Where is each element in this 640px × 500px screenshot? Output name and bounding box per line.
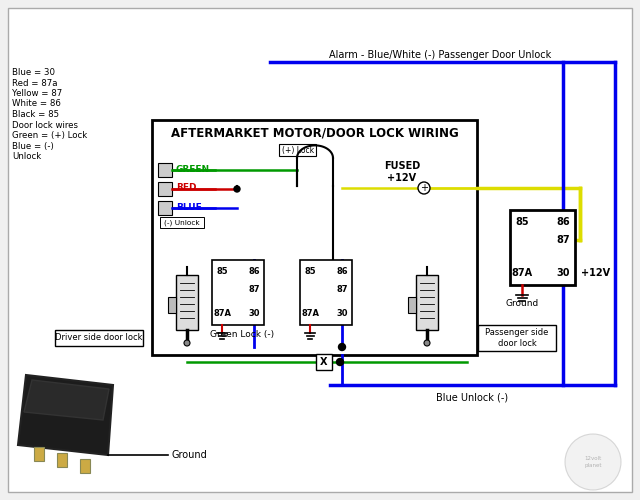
Polygon shape: [24, 380, 109, 420]
Text: Ground: Ground: [506, 298, 539, 308]
Text: Driver side door lock: Driver side door lock: [55, 334, 143, 342]
Text: RED: RED: [176, 184, 196, 192]
Bar: [510, 210, 575, 285]
Bar: [57, 453, 67, 467]
Bar: [80, 459, 90, 473]
Bar: [212, 260, 264, 325]
Text: AFTERMARKET MOTOR/DOOR LOCK WIRING: AFTERMARKET MOTOR/DOOR LOCK WIRING: [171, 126, 458, 140]
Bar: [160, 217, 204, 228]
Bar: [152, 120, 477, 355]
Text: (-) Unlock: (-) Unlock: [164, 219, 200, 226]
Text: Red = 87a: Red = 87a: [12, 78, 58, 88]
Text: 87: 87: [336, 286, 348, 294]
Text: GREEN: GREEN: [176, 164, 210, 173]
Text: 12volt: 12volt: [584, 456, 602, 460]
Bar: [408, 297, 416, 313]
Bar: [478, 325, 556, 351]
Text: 87A: 87A: [511, 268, 532, 278]
Text: Alarm - Blue/White (-) Passenger Door Unlock: Alarm - Blue/White (-) Passenger Door Un…: [329, 50, 551, 60]
Text: planet: planet: [584, 464, 602, 468]
Text: Blue = 30: Blue = 30: [12, 68, 55, 77]
Text: +12V: +12V: [387, 173, 417, 183]
Bar: [34, 447, 44, 461]
Text: 85: 85: [216, 266, 228, 276]
Text: Passenger side
door lock: Passenger side door lock: [485, 328, 548, 347]
Text: 30: 30: [248, 310, 260, 318]
Text: 86: 86: [248, 266, 260, 276]
Circle shape: [565, 434, 621, 490]
Text: Yellow = 87: Yellow = 87: [12, 89, 62, 98]
Circle shape: [339, 344, 346, 350]
Text: BLUE: BLUE: [176, 202, 202, 211]
Text: +12V: +12V: [581, 268, 610, 278]
Text: 87A: 87A: [213, 310, 231, 318]
Circle shape: [184, 340, 190, 346]
Text: +: +: [420, 183, 428, 193]
Text: (+) Lock: (+) Lock: [282, 146, 314, 154]
Text: 85: 85: [515, 217, 529, 227]
Bar: [158, 182, 172, 196]
Text: 85: 85: [304, 266, 316, 276]
Text: X: X: [320, 357, 328, 367]
Text: 30: 30: [336, 310, 348, 318]
Text: Unlock: Unlock: [12, 152, 41, 161]
Bar: [279, 144, 316, 156]
Bar: [168, 297, 176, 313]
Text: 87: 87: [248, 286, 260, 294]
Text: Green Lock (-): Green Lock (-): [210, 330, 274, 340]
Bar: [300, 260, 352, 325]
Bar: [416, 275, 438, 330]
Circle shape: [424, 340, 430, 346]
Bar: [158, 163, 172, 177]
Circle shape: [337, 358, 344, 366]
Bar: [55, 330, 143, 346]
Text: Blue Unlock (-): Blue Unlock (-): [436, 393, 508, 403]
Bar: [316, 354, 332, 370]
Text: White = 86: White = 86: [12, 100, 61, 108]
Bar: [176, 275, 198, 330]
Text: Ground: Ground: [172, 450, 208, 460]
Text: Green = (+) Lock: Green = (+) Lock: [12, 131, 87, 140]
Text: Blue = (-): Blue = (-): [12, 142, 54, 150]
Text: Black = 85: Black = 85: [12, 110, 59, 119]
Text: 86: 86: [336, 266, 348, 276]
Bar: [158, 201, 172, 215]
Text: 86: 86: [556, 217, 570, 227]
Text: FUSED: FUSED: [384, 161, 420, 171]
Text: 30: 30: [556, 268, 570, 278]
Circle shape: [234, 186, 240, 192]
Text: 87A: 87A: [301, 310, 319, 318]
Text: Door lock wires: Door lock wires: [12, 120, 78, 130]
Circle shape: [418, 182, 430, 194]
Polygon shape: [18, 375, 113, 455]
Text: 87: 87: [556, 235, 570, 245]
